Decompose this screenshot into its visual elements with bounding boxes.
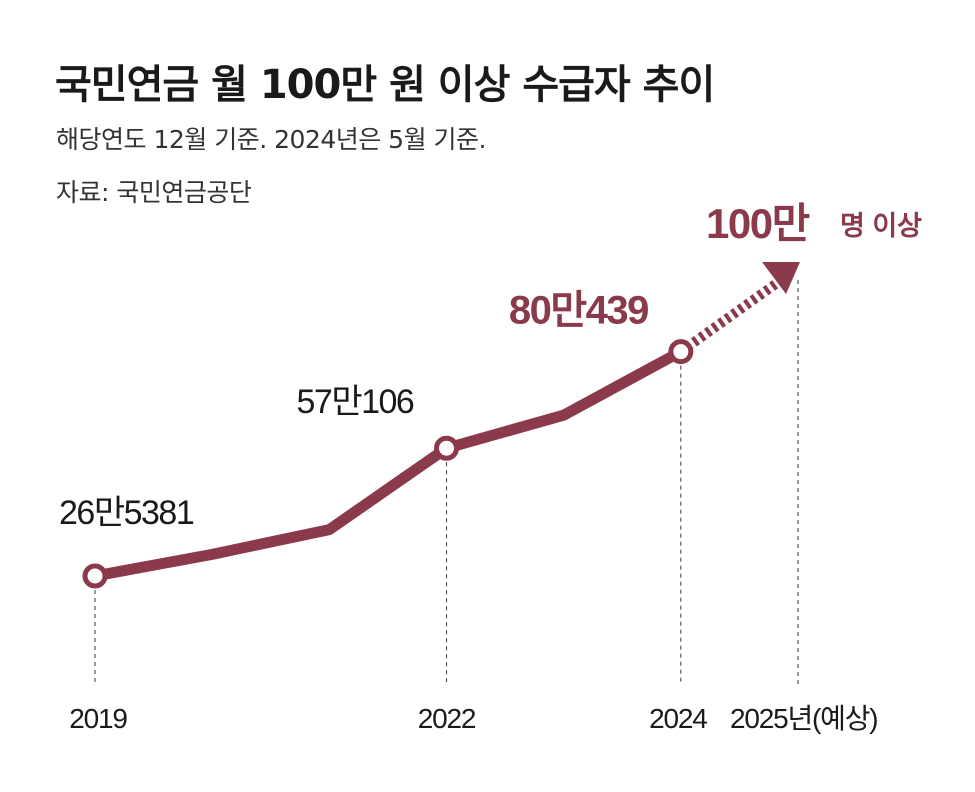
data-label-2024: 80만439 xyxy=(509,289,648,333)
x-tick-label-2024: 2024 xyxy=(649,703,707,734)
data-point-2019 xyxy=(82,563,108,589)
data-point-2024 xyxy=(668,339,694,365)
projection-arrowhead xyxy=(762,262,800,294)
data-point-2022 xyxy=(434,435,459,461)
projection-label-suffix: 명 이상 xyxy=(840,211,922,241)
data-label-2019: 26만5381 xyxy=(59,494,194,532)
chart-subtitle: 해당연도 12월 기준. 2024년은 5월 기준. xyxy=(56,125,486,154)
x-tick-label-2022: 2022 xyxy=(418,703,476,734)
chart-title: 국민연금 월 100만 원 이상 수급자 추이 xyxy=(55,62,715,108)
chart-source: 자료: 국민연금공단 xyxy=(56,178,252,207)
data-label-2022: 57만106 xyxy=(297,383,414,421)
x-tick-label-2019: 2019 xyxy=(69,703,127,734)
projection-line xyxy=(677,276,784,356)
x-tick-label-2025: 2025년(예상) xyxy=(730,703,877,734)
series-line xyxy=(89,346,687,582)
projection-label: 100만 xyxy=(706,200,810,247)
